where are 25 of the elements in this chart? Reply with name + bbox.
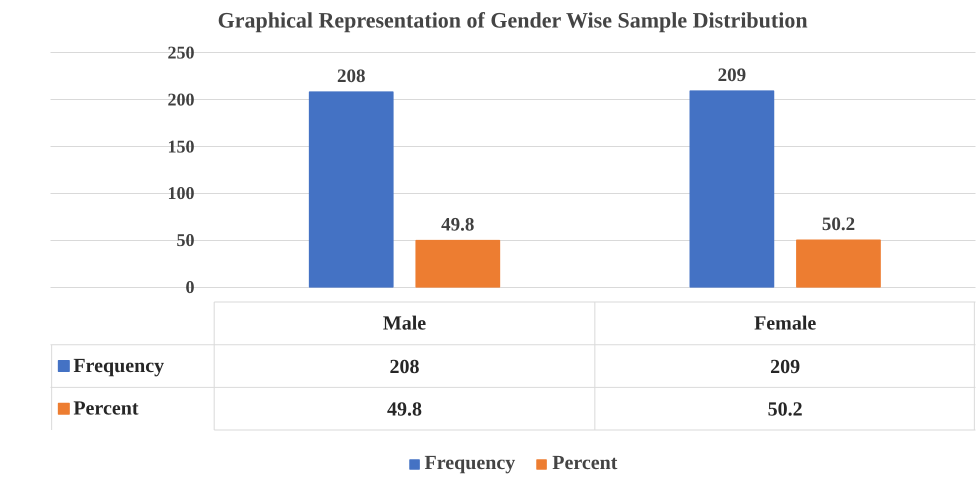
y-tick-label: 0 [186,277,194,298]
bar [415,240,500,288]
text: Percent [73,398,138,420]
bar [796,239,881,288]
chart-title: Graphical Representation of Gender Wise Sample Distribution [218,8,808,32]
y-tick-label: 250 [168,42,194,62]
text: Frequency [424,452,516,474]
bar [308,91,394,288]
x-tick-label: Female [754,312,816,334]
bar [690,90,774,288]
data-label: 49.8 [441,214,474,236]
data-label: 50.2 [822,214,856,235]
data-label: 208 [336,66,366,87]
x-tick-label: Male [382,312,426,334]
y-tick-label: 150 [168,136,194,156]
text: 209 [770,356,800,378]
text: 50.2 [768,398,803,421]
y-tick-label: 50 [176,230,194,250]
y-tick-label: 200 [168,89,194,110]
legend-label: Frequency [73,355,164,378]
text: 208 [390,356,420,378]
y-tick-label: 100 [168,183,194,204]
text: 49.8 [387,398,422,421]
data-label: 209 [718,64,746,86]
legend-label: Percent [552,452,618,475]
